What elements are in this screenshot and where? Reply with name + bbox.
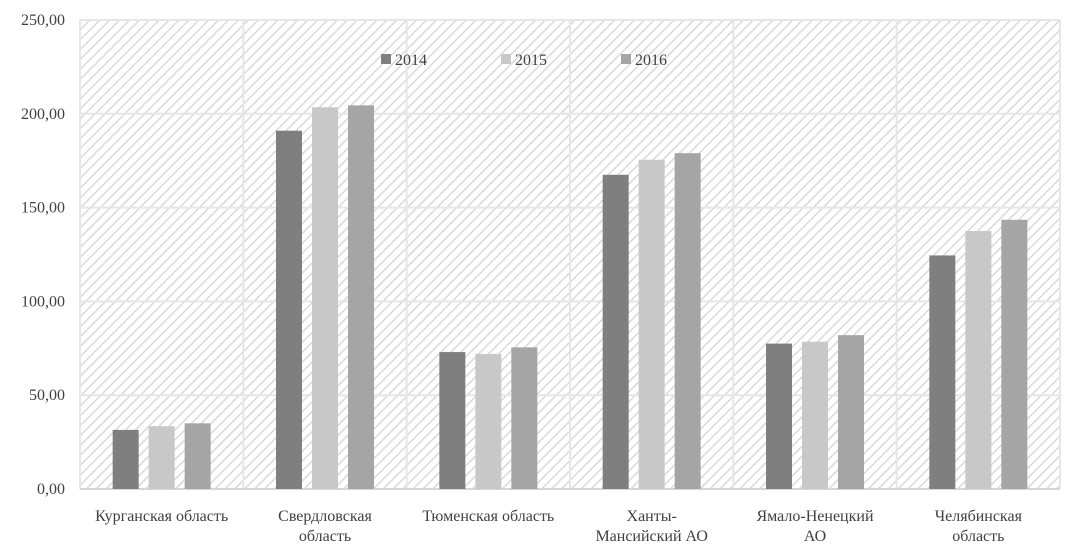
bar-2015-5 bbox=[965, 231, 992, 490]
bar-2015-4 bbox=[802, 341, 828, 489]
x-axis-category-labels: Курганская область Свердловская область Тюм… bbox=[95, 508, 1022, 545]
bar-2016-4 bbox=[838, 335, 864, 489]
legend: 2014 2015 2016 bbox=[381, 52, 667, 69]
category-label: Тюменская область bbox=[422, 508, 554, 525]
bar-2014-4 bbox=[766, 343, 792, 489]
bar-2014-0 bbox=[112, 429, 139, 489]
y-axis-tick-labels: 0,00 50,00 100,00 150,00 200,00 250,00 bbox=[21, 12, 65, 498]
bar-2015-2 bbox=[475, 353, 502, 489]
legend-label-2016: 2016 bbox=[635, 52, 667, 69]
bar-2016-2 bbox=[511, 347, 538, 489]
legend-swatch-2015 bbox=[501, 54, 511, 64]
gridlines bbox=[79, 19, 1061, 490]
y-tick-label: 150,00 bbox=[21, 200, 65, 217]
bar-2015-0 bbox=[148, 426, 175, 489]
y-tick-label: 0,00 bbox=[37, 481, 65, 498]
bar-2016-3 bbox=[674, 153, 701, 490]
bar-2016-5 bbox=[1001, 219, 1028, 489]
category-label: Свердловская область bbox=[278, 508, 372, 545]
legend-swatch-2014 bbox=[381, 54, 391, 64]
category-label: Курганская область bbox=[95, 508, 228, 525]
legend-swatch-2016 bbox=[621, 54, 631, 64]
bar-2014-1 bbox=[276, 130, 302, 489]
category-label: Ханты-Мансийский АО bbox=[595, 508, 707, 545]
bar-2014-2 bbox=[439, 352, 466, 489]
bar-2014-5 bbox=[929, 255, 956, 489]
bar-2015-3 bbox=[638, 159, 665, 489]
bars bbox=[112, 105, 1028, 490]
bar-2016-1 bbox=[348, 105, 374, 489]
bar-2014-3 bbox=[602, 174, 629, 489]
bar-2015-1 bbox=[312, 107, 338, 489]
bar-2016-0 bbox=[184, 423, 211, 489]
y-tick-label: 50,00 bbox=[29, 387, 65, 404]
y-tick-label: 200,00 bbox=[21, 106, 65, 123]
legend-label-2015: 2015 bbox=[515, 52, 547, 69]
category-label: Ямало-Ненецкий АО bbox=[756, 508, 873, 545]
category-label: Челябинская область bbox=[935, 508, 1023, 545]
y-tick-label: 100,00 bbox=[21, 293, 65, 310]
legend-label-2014: 2014 bbox=[395, 52, 427, 69]
y-tick-label: 250,00 bbox=[21, 12, 65, 29]
